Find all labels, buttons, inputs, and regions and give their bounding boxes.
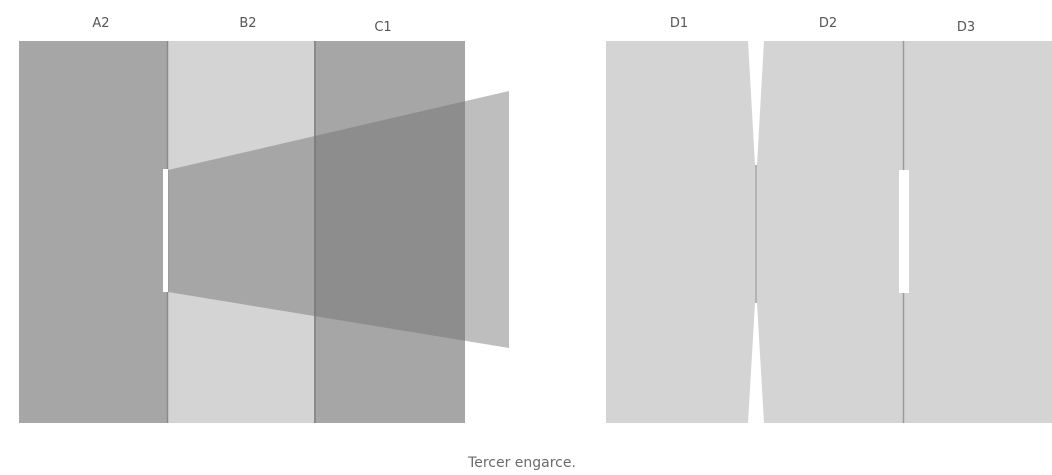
right-assembly <box>606 41 1052 423</box>
panel-labels: A2 B2 C1 D1 D2 D3 <box>92 16 975 35</box>
panel-b2 <box>167 41 315 423</box>
left-assembly <box>19 41 509 423</box>
opening-slot-right <box>899 170 909 293</box>
panel-d3 <box>903 41 1052 423</box>
label-d2: D2 <box>819 16 837 31</box>
label-b2: B2 <box>239 16 256 31</box>
opening-slot-left <box>163 169 168 292</box>
panel-c1 <box>315 41 465 423</box>
label-d3: D3 <box>957 20 975 35</box>
panel-a2 <box>19 41 167 423</box>
panel-d1 <box>606 41 755 423</box>
label-d1: D1 <box>670 16 688 31</box>
caption: Tercer engarce. <box>467 455 576 471</box>
label-c1: C1 <box>374 20 391 35</box>
panel-d2 <box>757 41 903 423</box>
projection-wedge <box>168 91 509 348</box>
label-a2: A2 <box>92 16 109 31</box>
